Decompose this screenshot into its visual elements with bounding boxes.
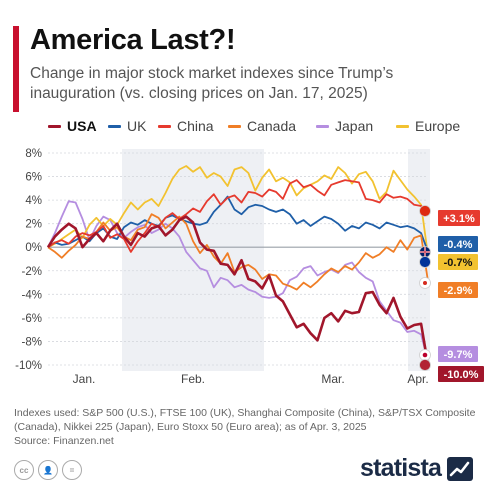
series-line-europe <box>47 165 429 256</box>
value-label-box-china <box>438 210 480 226</box>
value-label-box-uk <box>438 236 478 252</box>
value-label-canada: -2.9% <box>444 285 473 297</box>
y-tick-label: -2% <box>22 266 42 278</box>
x-tick-label: Jan. <box>73 372 96 386</box>
value-label-japan: -9.7% <box>444 349 473 361</box>
x-tick-label: Feb. <box>181 372 205 386</box>
series-line-japan <box>47 200 429 362</box>
statista-logo[interactable]: statista <box>360 454 474 483</box>
y-tick-label: 2% <box>25 219 42 231</box>
line-chart: -10% -8% -6% -4% -2% 0% 2% 4% 6% 8% Jan. Feb. Mar. Ap… <box>15 148 484 386</box>
value-label-uk: -0.4% <box>444 239 473 251</box>
chart-title: America Last?! <box>30 24 236 56</box>
x-tick-label: Apr. <box>407 372 428 386</box>
statista-wordmark: statista <box>360 454 442 482</box>
y-tick-label: -8% <box>22 336 42 348</box>
by-icon[interactable]: 👤 <box>38 460 58 480</box>
legend-label: Japan <box>335 118 374 134</box>
statista-logo-icon <box>447 456 474 481</box>
y-tick-label: -10% <box>15 360 42 372</box>
series-line-usa <box>46 215 430 366</box>
legend-item-usa: USA <box>48 117 97 135</box>
y-tick-label: 8% <box>25 148 42 160</box>
y-tick-label: 0% <box>25 242 42 254</box>
series-line-china <box>47 179 429 253</box>
china-flag-icon <box>419 205 431 217</box>
value-label-box-usa <box>438 366 484 382</box>
cc-icon[interactable]: cc <box>14 460 34 480</box>
value-label-china: +3.1% <box>443 213 475 225</box>
legend-label: Canada <box>247 118 297 134</box>
chart-subtitle: Change in major stock market indexes sin… <box>30 65 394 102</box>
value-label-box-europe <box>438 254 478 270</box>
legend-label: USA <box>67 118 97 134</box>
legend-label: China <box>177 118 214 134</box>
y-tick-label: 6% <box>25 172 42 184</box>
legend: USA UK China Canada Japan Europe <box>48 117 468 135</box>
legend-item-europe: Europe <box>396 117 460 135</box>
japan-flag-sun-icon <box>422 352 428 358</box>
source-note: Source: Finanzen.net <box>14 435 114 447</box>
legend-label: Europe <box>415 118 461 134</box>
indexes-note: Indexes used: S&P 500 (U.S.), FTSE 100 (… <box>14 407 476 433</box>
legend-swatch <box>158 124 171 128</box>
chart-notes: Indexes used: S&P 500 (U.S.), FTSE 100 (… <box>14 406 484 448</box>
y-tick-label: 4% <box>25 195 42 207</box>
value-label-usa: -10.0% <box>444 369 479 381</box>
nd-icon[interactable]: = <box>62 460 82 480</box>
legend-item-china: China <box>158 117 214 135</box>
title-accent-bar <box>13 26 19 112</box>
legend-swatch <box>396 124 409 128</box>
value-label-europe: -0.7% <box>444 257 473 269</box>
x-tick-label: Mar. <box>321 372 344 386</box>
license-icons: cc 👤 = <box>14 460 82 480</box>
eu-flag-icon <box>419 256 431 268</box>
legend-item-uk: UK <box>108 117 146 135</box>
legend-swatch <box>228 124 241 128</box>
legend-swatch <box>48 124 61 128</box>
y-tick-label: -4% <box>22 289 42 301</box>
legend-swatch <box>108 124 121 128</box>
canada-flag-leaf-icon <box>423 281 427 285</box>
legend-item-japan: Japan <box>316 117 373 135</box>
legend-label: UK <box>127 118 147 134</box>
value-label-box-japan <box>438 346 478 362</box>
legend-swatch <box>316 124 329 128</box>
value-label-box-canada <box>438 282 478 298</box>
legend-item-canada: Canada <box>228 117 296 135</box>
y-tick-label: -6% <box>22 313 42 325</box>
usa-flag-icon <box>419 359 431 371</box>
